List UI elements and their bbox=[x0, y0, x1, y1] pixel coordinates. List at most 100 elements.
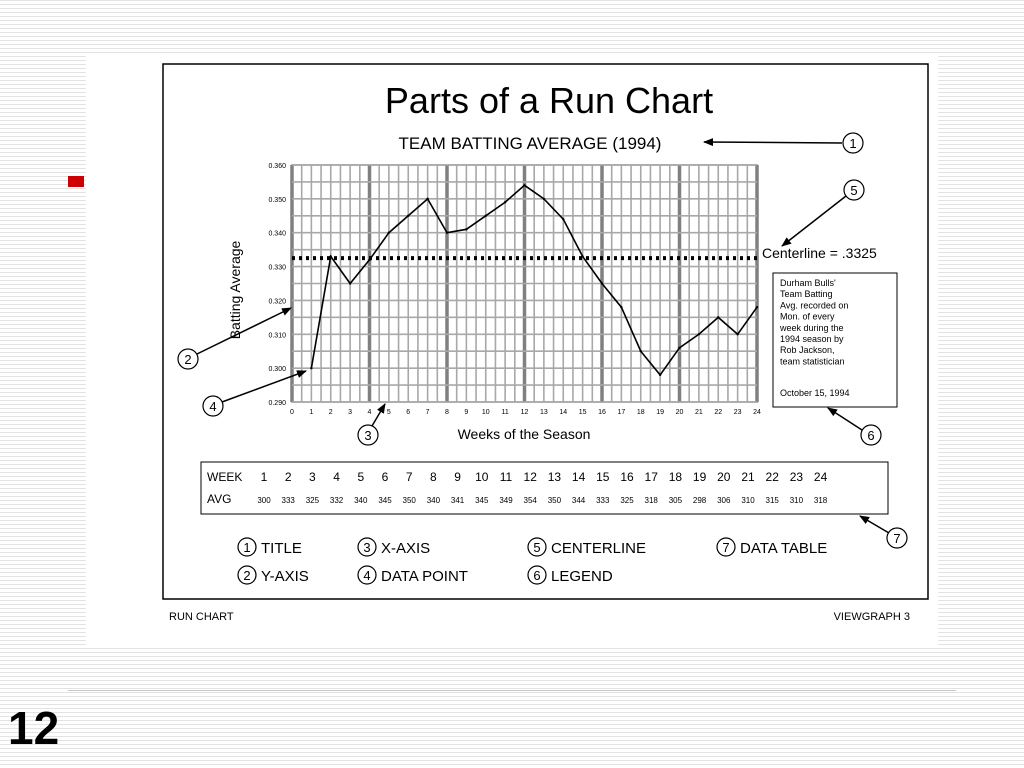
callouts: 1 2 3 4 5 6 7 bbox=[177, 132, 908, 549]
data-table-week: 8 bbox=[430, 470, 437, 484]
data-table-week: 16 bbox=[620, 470, 634, 484]
x-tick-label: 3 bbox=[348, 409, 352, 416]
key-number: 7 bbox=[722, 540, 729, 555]
key-number: 2 bbox=[243, 568, 250, 583]
callout-circle-6 bbox=[860, 424, 882, 446]
x-tick-label: 15 bbox=[579, 409, 587, 416]
key-number-circle bbox=[527, 537, 547, 557]
x-tick-label: 10 bbox=[482, 409, 490, 416]
y-tick-label: 0.350 bbox=[268, 197, 286, 204]
x-tick-label: 17 bbox=[617, 409, 625, 416]
data-point bbox=[329, 255, 332, 258]
key-label: DATA POINT bbox=[381, 568, 468, 585]
x-tick-label: 21 bbox=[695, 409, 703, 416]
y-tick-label: 0.340 bbox=[268, 231, 286, 238]
legend-line: 1994 season by bbox=[780, 334, 844, 344]
data-point bbox=[600, 282, 604, 285]
x-tick-label: 22 bbox=[714, 409, 722, 416]
data-table-week: 17 bbox=[645, 470, 659, 484]
callout-arrow-2 bbox=[196, 307, 292, 355]
data-point bbox=[581, 255, 584, 258]
x-tick-label: 24 bbox=[753, 409, 761, 416]
data-table-avg: 332 bbox=[330, 496, 344, 505]
x-tick-label: 20 bbox=[676, 409, 684, 416]
data-table-avg: 325 bbox=[620, 496, 634, 505]
key-label: CENTERLINE bbox=[551, 540, 646, 557]
bullet-marker bbox=[68, 176, 84, 187]
data-table-avg: 310 bbox=[790, 496, 804, 505]
plot-grid bbox=[290, 164, 759, 403]
data-table-avg: 318 bbox=[814, 496, 828, 505]
x-tick-label: 0 bbox=[290, 409, 294, 416]
parts-key: 1 TITLE 2 Y-AXIS 3 X-AXIS 4 DATA POINT 5 CENTERLI… bbox=[237, 537, 827, 585]
data-table-avg: 350 bbox=[403, 496, 417, 505]
data-table-avg: 349 bbox=[499, 496, 513, 505]
key-number-circle bbox=[357, 537, 377, 557]
data-table-week: 6 bbox=[382, 470, 389, 484]
footer-left: RUN CHART bbox=[169, 611, 234, 623]
data-table-week: 15 bbox=[596, 470, 610, 484]
x-tick-label: 18 bbox=[637, 409, 645, 416]
data-table-avg: 345 bbox=[475, 496, 489, 505]
callout-number-2: 2 bbox=[184, 352, 191, 367]
data-table-week: 1 bbox=[261, 470, 268, 484]
x-tick-label: 6 bbox=[406, 409, 410, 416]
key-number-circle bbox=[237, 537, 257, 557]
data-table-avg: 354 bbox=[524, 496, 538, 505]
footer-divider bbox=[68, 690, 956, 691]
data-table-avg: 310 bbox=[741, 496, 755, 505]
key-number: 3 bbox=[363, 540, 370, 555]
key-label: TITLE bbox=[261, 540, 302, 557]
data-table-avg: 305 bbox=[669, 496, 683, 505]
centerline-label: Centerline = .3325 bbox=[762, 245, 877, 261]
data-point bbox=[445, 231, 449, 234]
x-tick-label: 16 bbox=[598, 409, 606, 416]
data-point bbox=[658, 373, 662, 377]
callout-arrow-3 bbox=[371, 403, 386, 427]
data-table-avg: 341 bbox=[451, 496, 465, 505]
data-table-avg: 333 bbox=[596, 496, 610, 505]
y-axis-label: Batting Average bbox=[227, 240, 243, 339]
data-table-avg: 300 bbox=[257, 496, 271, 505]
x-tick-label: 9 bbox=[464, 409, 468, 416]
data-point bbox=[465, 228, 468, 231]
callout-arrow-7 bbox=[859, 515, 890, 534]
data-table-week: 3 bbox=[309, 470, 316, 484]
callout-number-5: 5 bbox=[850, 183, 857, 198]
y-tick-label: 0.330 bbox=[268, 265, 286, 272]
data-point bbox=[503, 201, 507, 204]
data-point bbox=[407, 214, 410, 217]
x-tick-label: 7 bbox=[426, 409, 430, 416]
data-point bbox=[678, 346, 681, 350]
callout-circle-1 bbox=[842, 132, 864, 154]
callout-circle-7 bbox=[886, 527, 908, 549]
legend-line: week during the bbox=[779, 323, 844, 333]
data-table-week: 20 bbox=[717, 470, 731, 484]
key-item: 7 DATA TABLE bbox=[716, 537, 827, 557]
data-table-week: 19 bbox=[693, 470, 707, 484]
data-point bbox=[717, 316, 720, 319]
data-table-avg: 315 bbox=[766, 496, 780, 505]
x-tick-label: 13 bbox=[540, 409, 548, 416]
data-point bbox=[620, 306, 623, 309]
key-item: 3 X-AXIS bbox=[357, 537, 430, 557]
chart-title: Parts of a Run Chart bbox=[385, 80, 713, 121]
key-item: 1 TITLE bbox=[237, 537, 302, 557]
callout-circle-4 bbox=[202, 395, 224, 417]
x-tick-label: 12 bbox=[521, 409, 529, 416]
data-table-week: 14 bbox=[572, 470, 586, 484]
data-table-avg: 340 bbox=[427, 496, 441, 505]
data-table-avg: 325 bbox=[306, 496, 320, 505]
x-tick-label: 23 bbox=[734, 409, 742, 416]
key-number: 4 bbox=[363, 568, 370, 583]
data-point bbox=[639, 350, 642, 353]
data-table-week: 11 bbox=[500, 470, 513, 484]
legend-line: Durham Bulls' bbox=[780, 278, 836, 288]
callout-number-6: 6 bbox=[867, 428, 874, 443]
data-table-avg: 340 bbox=[354, 496, 368, 505]
key-label: LEGEND bbox=[551, 568, 613, 585]
data-point bbox=[426, 197, 429, 201]
key-item: 4 DATA POINT bbox=[357, 565, 468, 585]
data-table-avg: 345 bbox=[378, 496, 392, 505]
